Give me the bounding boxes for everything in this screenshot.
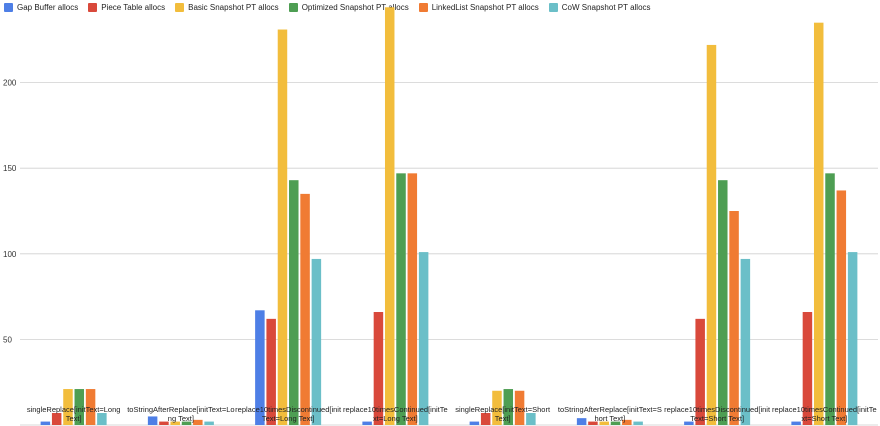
bar[interactable] [718, 180, 728, 425]
bar[interactable] [813, 22, 824, 426]
legend-swatch [4, 2, 13, 12]
bar[interactable] [576, 418, 587, 425]
legend-item[interactable]: Piece Table allocs [88, 2, 166, 12]
x-category-label: replace10timesContinued[initTe xt=Short T… [772, 405, 877, 423]
legend-item[interactable]: Optimized Snapshot PT allocs [288, 2, 409, 12]
bar[interactable] [847, 252, 858, 425]
legend-label: Optimized Snapshot PT allocs [301, 2, 409, 12]
legend-swatch [288, 2, 298, 12]
legend-label: Gap Buffer allocs [17, 2, 79, 12]
legend-swatch [88, 2, 98, 12]
bar[interactable] [836, 190, 847, 425]
bar[interactable] [97, 413, 107, 425]
bar[interactable] [74, 389, 85, 425]
bar[interactable] [492, 390, 502, 425]
y-tick-label: 100 [3, 250, 17, 259]
chart-legend: Gap Buffer allocs Piece Table allocs Basic… [4, 0, 661, 14]
x-category-label: replace10timesContinued[initTe xt=Long Te… [343, 405, 448, 423]
bar[interactable] [684, 421, 694, 425]
bar[interactable] [802, 312, 813, 425]
legend-swatch [418, 2, 428, 12]
bar[interactable] [300, 193, 310, 425]
bar[interactable] [599, 421, 609, 425]
bar[interactable] [40, 421, 51, 425]
legend-item[interactable]: Gap Buffer allocs [4, 2, 79, 12]
legend-label: Piece Table allocs [101, 2, 166, 12]
bar[interactable] [526, 413, 536, 425]
bar[interactable] [204, 421, 214, 425]
bar[interactable] [396, 173, 406, 425]
legend-item[interactable]: Basic Snapshot PT allocs [175, 2, 279, 12]
bar[interactable] [255, 310, 265, 425]
bar[interactable] [480, 413, 491, 425]
bar[interactable] [610, 421, 621, 425]
bar[interactable] [695, 318, 705, 425]
bar[interactable] [825, 173, 835, 425]
bar[interactable] [384, 7, 395, 425]
bar[interactable] [85, 389, 96, 425]
bar[interactable] [706, 44, 717, 425]
bar[interactable] [503, 389, 514, 425]
legend-label: CoW Snapshot PT allocs [561, 2, 651, 12]
legend-swatch [548, 2, 558, 12]
bar[interactable] [362, 421, 372, 425]
x-category-label: singleReplace[initText=Long Text] [27, 405, 121, 423]
x-category-label: toStringAfterReplace[initText=Lo ng Text] [127, 405, 234, 423]
legend-label: LinkedList Snapshot PT allocs [431, 2, 539, 12]
bar[interactable] [266, 318, 276, 425]
bar[interactable] [159, 421, 169, 425]
bar[interactable] [277, 29, 288, 425]
y-tick-label: 200 [3, 79, 17, 88]
bar[interactable] [633, 421, 643, 425]
bar[interactable] [729, 211, 739, 425]
legend-label: Basic Snapshot PT allocs [188, 2, 279, 12]
bar[interactable] [181, 421, 192, 425]
bar[interactable] [193, 419, 203, 425]
x-category-label: replace10timesDiscontinued[init Text=Shor… [664, 405, 771, 423]
y-tick-label: 150 [3, 164, 17, 173]
x-category-label: replace10timesDiscontinued[init Text=Long… [235, 405, 342, 423]
bar[interactable] [407, 173, 418, 425]
bar[interactable] [289, 180, 299, 425]
x-category-label: toStringAfterReplace[initText=S hort Text… [558, 405, 662, 423]
x-category-label: singleReplace[initText=Short Text] [455, 405, 551, 423]
bar[interactable] [622, 419, 632, 425]
bar[interactable] [418, 252, 429, 425]
bar[interactable] [514, 390, 525, 425]
bar[interactable] [147, 416, 158, 425]
bar[interactable] [311, 258, 322, 425]
bar[interactable] [170, 421, 180, 425]
bar[interactable] [791, 421, 801, 425]
bar[interactable] [373, 312, 384, 425]
legend-item[interactable]: LinkedList Snapshot PT allocs [418, 2, 539, 12]
y-tick-label: 50 [3, 335, 12, 344]
bar[interactable] [51, 413, 62, 425]
legend-item[interactable]: CoW Snapshot PT allocs [548, 2, 651, 12]
bar[interactable] [740, 258, 751, 425]
bar[interactable] [63, 389, 73, 425]
legend-swatch [175, 2, 185, 12]
bar[interactable] [469, 421, 480, 425]
bar[interactable] [588, 421, 598, 425]
